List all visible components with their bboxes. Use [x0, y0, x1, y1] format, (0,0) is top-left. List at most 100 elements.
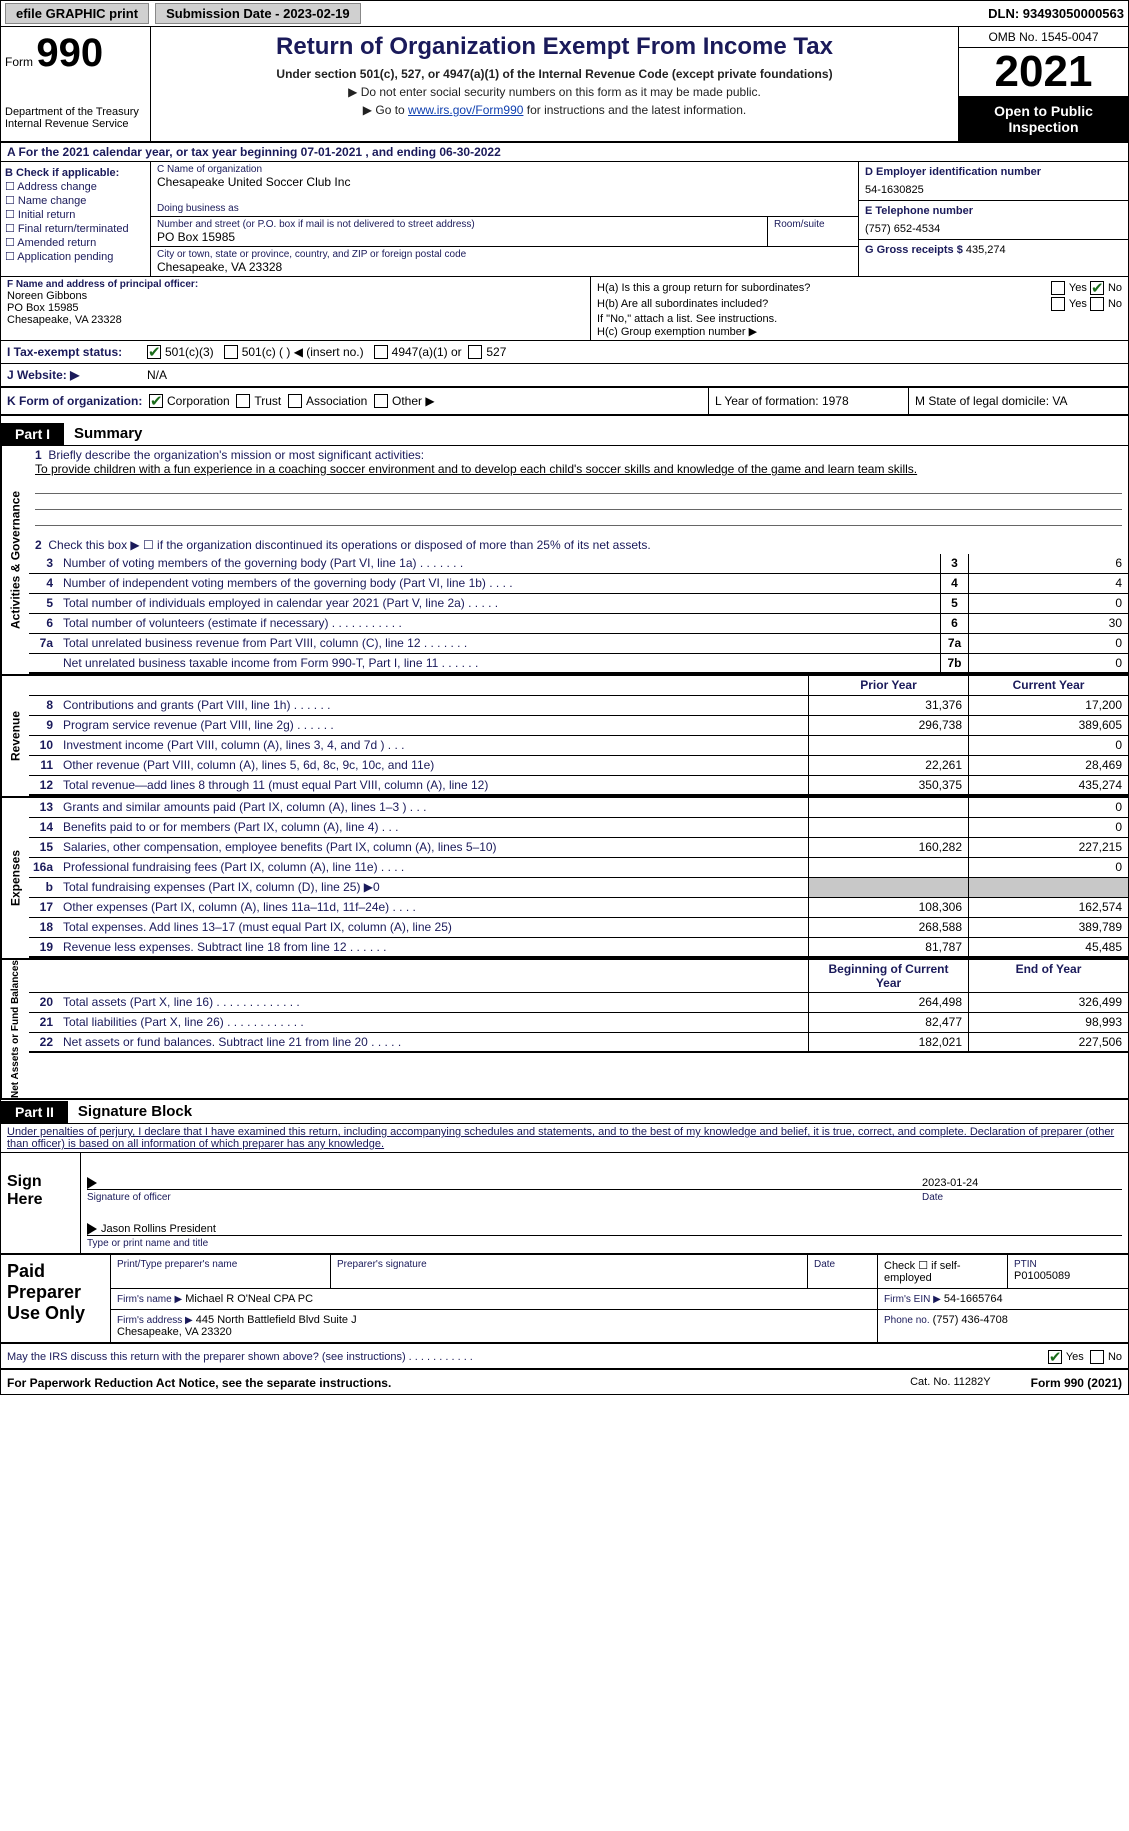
form-title: Return of Organization Exempt From Incom… [159, 33, 950, 61]
summary-row: 21Total liabilities (Part X, line 26) . … [29, 1013, 1128, 1033]
k-trust-cb[interactable] [236, 394, 250, 408]
line-num: b [29, 878, 59, 897]
line-box: 7a [940, 634, 968, 653]
prior-val: 160,282 [808, 838, 968, 857]
hb-yes: Yes [1069, 298, 1087, 310]
curr-val: 162,574 [968, 898, 1128, 917]
line-desc: Total number of individuals employed in … [59, 594, 940, 613]
sig-fields: 2023-01-24 Signature of officer Date Jas… [81, 1153, 1128, 1253]
org-name-box: C Name of organization Chesapeake United… [151, 162, 858, 217]
ein-label: D Employer identification number [865, 166, 1122, 178]
curr-val: 326,499 [968, 993, 1128, 1012]
cat-no: Cat. No. 11282Y [910, 1376, 991, 1390]
discuss-yes-cb[interactable] [1048, 1350, 1062, 1364]
org-name-label: C Name of organization [157, 164, 852, 175]
summary-row: 13Grants and similar amounts paid (Part … [29, 798, 1128, 818]
te-501c3-cb[interactable] [147, 345, 161, 359]
submission-date-button[interactable]: Submission Date - 2023-02-19 [155, 3, 361, 24]
officer-name-title: Jason Rollins President [101, 1223, 216, 1235]
expense-lines: 13Grants and similar amounts paid (Part … [29, 798, 1128, 958]
line-desc: Total fundraising expenses (Part IX, col… [59, 878, 808, 897]
org-name: Chesapeake United Soccer Club Inc [157, 175, 852, 189]
cb-name-change[interactable]: ☐ Name change [5, 194, 146, 207]
line-desc: Total liabilities (Part X, line 26) . . … [59, 1013, 808, 1032]
eoy-hdr: End of Year [968, 960, 1128, 992]
line-num: 7a [29, 634, 59, 653]
ssn-note: ▶ Do not enter social security numbers o… [159, 85, 950, 99]
firm-name: Michael R O'Neal CPA PC [185, 1293, 313, 1305]
line-box: 4 [940, 574, 968, 593]
mission-text: To provide children with a fun experienc… [35, 462, 917, 476]
k-other-cb[interactable] [374, 394, 388, 408]
summary-row: 3Number of voting members of the governi… [29, 554, 1128, 574]
line-num: 22 [29, 1033, 59, 1051]
irs-link[interactable]: www.irs.gov/Form990 [408, 103, 523, 117]
k-corp-cb[interactable] [149, 394, 163, 408]
line-desc: Revenue less expenses. Subtract line 18 … [59, 938, 808, 956]
officer-addr1: PO Box 15985 [7, 302, 584, 314]
self-emp[interactable]: Check ☐ if self-employed [884, 1259, 1001, 1284]
prior-val: 31,376 [808, 696, 968, 715]
curr-val: 227,506 [968, 1033, 1128, 1051]
hb-note: If "No," attach a list. See instructions… [597, 313, 1122, 325]
pra-notice: For Paperwork Reduction Act Notice, see … [7, 1376, 391, 1390]
hb-yes-cb[interactable] [1051, 297, 1065, 311]
summary-row: 8Contributions and grants (Part VIII, li… [29, 696, 1128, 716]
rule2 [35, 494, 1122, 510]
paid-preparer: Paid Preparer Use Only Print/Type prepar… [1, 1253, 1128, 1344]
te-527-cb[interactable] [468, 345, 482, 359]
ha-yes-cb[interactable] [1051, 281, 1065, 295]
sig-date-value: 2023-01-24 [922, 1177, 1122, 1189]
ein-value: 54-1630825 [865, 184, 1122, 196]
summary-row: 14Benefits paid to or for members (Part … [29, 818, 1128, 838]
gov-content: 1 Briefly describe the organization's mi… [29, 446, 1128, 674]
line-box: 6 [940, 614, 968, 633]
te-4947-cb[interactable] [374, 345, 388, 359]
expenses-section: Expenses 13Grants and similar amounts pa… [1, 798, 1128, 960]
k-assoc-cb[interactable] [288, 394, 302, 408]
line-box: 7b [940, 654, 968, 672]
ha-no-cb[interactable] [1090, 281, 1104, 295]
line-num: 6 [29, 614, 59, 633]
line-val: 4 [968, 574, 1128, 593]
street-label: Number and street (or P.O. box if mail i… [157, 219, 761, 230]
curr-val: 389,605 [968, 716, 1128, 735]
efile-print-button[interactable]: efile GRAPHIC print [5, 3, 149, 24]
website-label: J Website: ▶ [7, 368, 147, 382]
l-year: L Year of formation: 1978 [708, 388, 908, 414]
prior-val: 22,261 [808, 756, 968, 775]
line-num: 5 [29, 594, 59, 613]
k-label: K Form of organization: [7, 394, 142, 408]
discuss-no-cb[interactable] [1090, 1350, 1104, 1364]
line-desc: Other revenue (Part VIII, column (A), li… [59, 756, 808, 775]
curr-year-hdr: Current Year [968, 676, 1128, 695]
line-val: 0 [968, 634, 1128, 653]
hb-no-cb[interactable] [1090, 297, 1104, 311]
prior-val [808, 798, 968, 817]
sig-officer-label: Signature of officer [87, 1192, 922, 1203]
prior-val [808, 858, 968, 877]
ptin-value: P01005089 [1014, 1270, 1122, 1282]
cb-amended-return[interactable]: ☐ Amended return [5, 236, 146, 249]
cb-address-change[interactable]: ☐ Address change [5, 180, 146, 193]
line-box: 3 [940, 554, 968, 573]
summary-row: Net unrelated business taxable income fr… [29, 654, 1128, 674]
gross-label: G Gross receipts $ [865, 244, 963, 256]
blank [29, 676, 59, 695]
te-501c-cb[interactable] [224, 345, 238, 359]
cb-initial-return[interactable]: ☐ Initial return [5, 208, 146, 221]
line-desc: Investment income (Part VIII, column (A)… [59, 736, 808, 755]
line-desc: Salaries, other compensation, employee b… [59, 838, 808, 857]
line-desc: Net assets or fund balances. Subtract li… [59, 1033, 808, 1051]
line-desc: Professional fundraising fees (Part IX, … [59, 858, 808, 877]
vlabel-rev: Revenue [1, 676, 29, 796]
cb-final-return[interactable]: ☐ Final return/terminated [5, 222, 146, 235]
prior-val: 268,588 [808, 918, 968, 937]
header-left: Form 990 Department of the Treasury Inte… [1, 27, 151, 141]
period-text: A For the 2021 calendar year, or tax yea… [1, 143, 1128, 161]
address-row: Number and street (or P.O. box if mail i… [151, 217, 858, 247]
goto-note: ▶ Go to www.irs.gov/Form990 for instruct… [159, 103, 950, 117]
prior-val [808, 878, 968, 897]
cb-app-pending[interactable]: ☐ Application pending [5, 250, 146, 263]
ha-yes: Yes [1069, 282, 1087, 294]
